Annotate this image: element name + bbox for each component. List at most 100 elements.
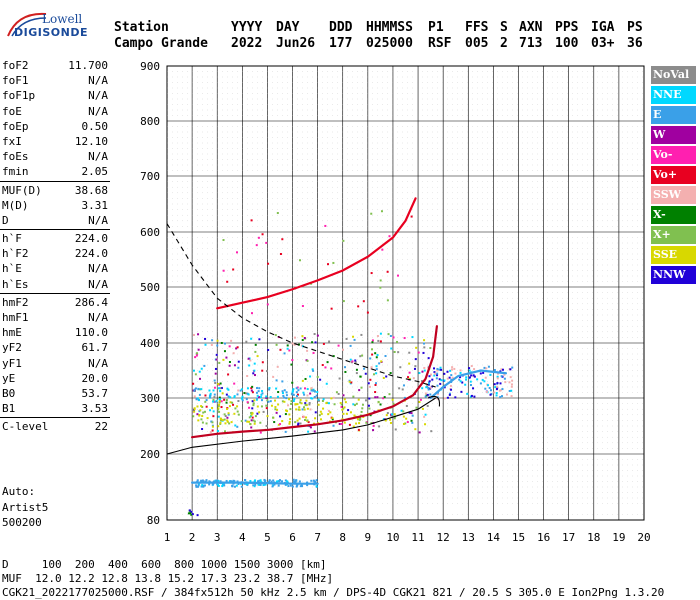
echo-point [259, 483, 262, 486]
echo-point [342, 394, 345, 397]
echo-point [312, 369, 315, 372]
echo-point [281, 400, 284, 403]
x-tick-label: 15 [512, 531, 525, 544]
footer: D 100 200 400 600 800 1000 1500 3000 [km… [2, 558, 664, 600]
echo-point [257, 390, 260, 393]
echo-point [212, 398, 215, 401]
x-tick-label: 1 [164, 531, 171, 544]
x-tick-label: 19 [612, 531, 625, 544]
echo-point [430, 430, 433, 433]
echo-point [349, 358, 352, 361]
echo-point [253, 485, 256, 488]
echo-point [303, 408, 306, 411]
echo-point [325, 402, 328, 405]
echo-point [226, 407, 229, 410]
echo-point [228, 364, 231, 367]
echo-point [338, 422, 341, 425]
echo-point [223, 484, 226, 487]
echo-point [313, 480, 316, 483]
echo-point [250, 411, 253, 414]
echo-point [219, 390, 222, 393]
echo-point [436, 369, 439, 372]
param-value: 38.68 [74, 183, 108, 197]
echo-point [290, 363, 293, 366]
echo-point [390, 347, 393, 350]
echo-point [485, 390, 488, 393]
echo-point [306, 419, 309, 422]
x-tick-label: 14 [487, 531, 501, 544]
echo-point [223, 398, 226, 401]
echo-point [296, 403, 299, 406]
echo-point [436, 384, 439, 387]
echo-point [252, 372, 255, 375]
echo-point [211, 339, 214, 342]
plot-frame [166, 65, 645, 521]
echo-point [353, 338, 356, 341]
echo-point [408, 411, 411, 414]
param-name: yF1 [2, 356, 22, 370]
header-label-ddd: DDD [329, 20, 353, 35]
echo-point [245, 340, 248, 343]
echo-point [374, 396, 377, 399]
echo-point [239, 389, 242, 392]
param-name: foF1p [2, 89, 36, 103]
echo-point [285, 394, 288, 397]
echo-point [359, 355, 362, 358]
echo-point [215, 479, 218, 482]
echo-point [301, 339, 304, 342]
y-tick-label: 900 [140, 60, 160, 73]
echo-point [296, 419, 299, 422]
param-name: fxI [2, 134, 22, 148]
echo-point [414, 358, 417, 361]
echo-point [292, 400, 295, 403]
echo-point [217, 480, 220, 483]
echo-point [453, 367, 456, 370]
echo-point [212, 410, 215, 413]
echo-point [469, 380, 472, 383]
echo-point [214, 479, 217, 482]
echo-point [233, 396, 236, 399]
echo-point [241, 399, 244, 402]
param-name: h`F [2, 232, 22, 246]
y-tick-label: 700 [140, 170, 160, 183]
echo-point [345, 412, 348, 415]
x-tick-label: 12 [437, 531, 450, 544]
echo-point [216, 483, 219, 486]
echo-point [421, 407, 424, 410]
echo-point [271, 485, 274, 488]
echo-point [406, 421, 409, 424]
echo-point [298, 406, 301, 409]
echo-point [448, 376, 451, 379]
echo-point [320, 412, 323, 415]
footer-muf-row: MUF 12.0 12.2 12.8 13.8 15.2 17.3 23.2 3… [2, 572, 334, 585]
echo-point [402, 415, 405, 418]
echo-point [234, 407, 237, 410]
echo-point [248, 364, 251, 367]
echo-point [229, 401, 232, 404]
echo-point [369, 378, 372, 381]
echo-point [193, 388, 196, 391]
echo-point [266, 415, 269, 418]
parameter-panel: foF2 11.700 foF1 N/A foF1p N/A foE N/A foEp 0.50 f… [0, 58, 110, 435]
echo-point [407, 376, 410, 379]
x-tick-label: 5 [264, 531, 271, 544]
param-name: h`F2 [2, 247, 29, 261]
header-value-s: 2 [500, 36, 508, 51]
echo-point [493, 369, 496, 372]
echo-point [196, 352, 199, 355]
echo-point [389, 421, 392, 424]
echo-point [332, 424, 335, 427]
echo-point [261, 369, 264, 372]
echo-point [251, 391, 254, 394]
echo-point [470, 374, 473, 377]
echo-point [236, 346, 239, 349]
legend-entry-x+: X+ [651, 226, 696, 244]
echo-point [435, 377, 438, 380]
param-name: fmin [2, 165, 29, 179]
echo-point [194, 356, 197, 359]
echo-point [411, 336, 414, 339]
echo-point [509, 376, 512, 379]
echo-point [192, 333, 195, 336]
echo-point [224, 422, 227, 425]
echo-point [473, 368, 476, 371]
